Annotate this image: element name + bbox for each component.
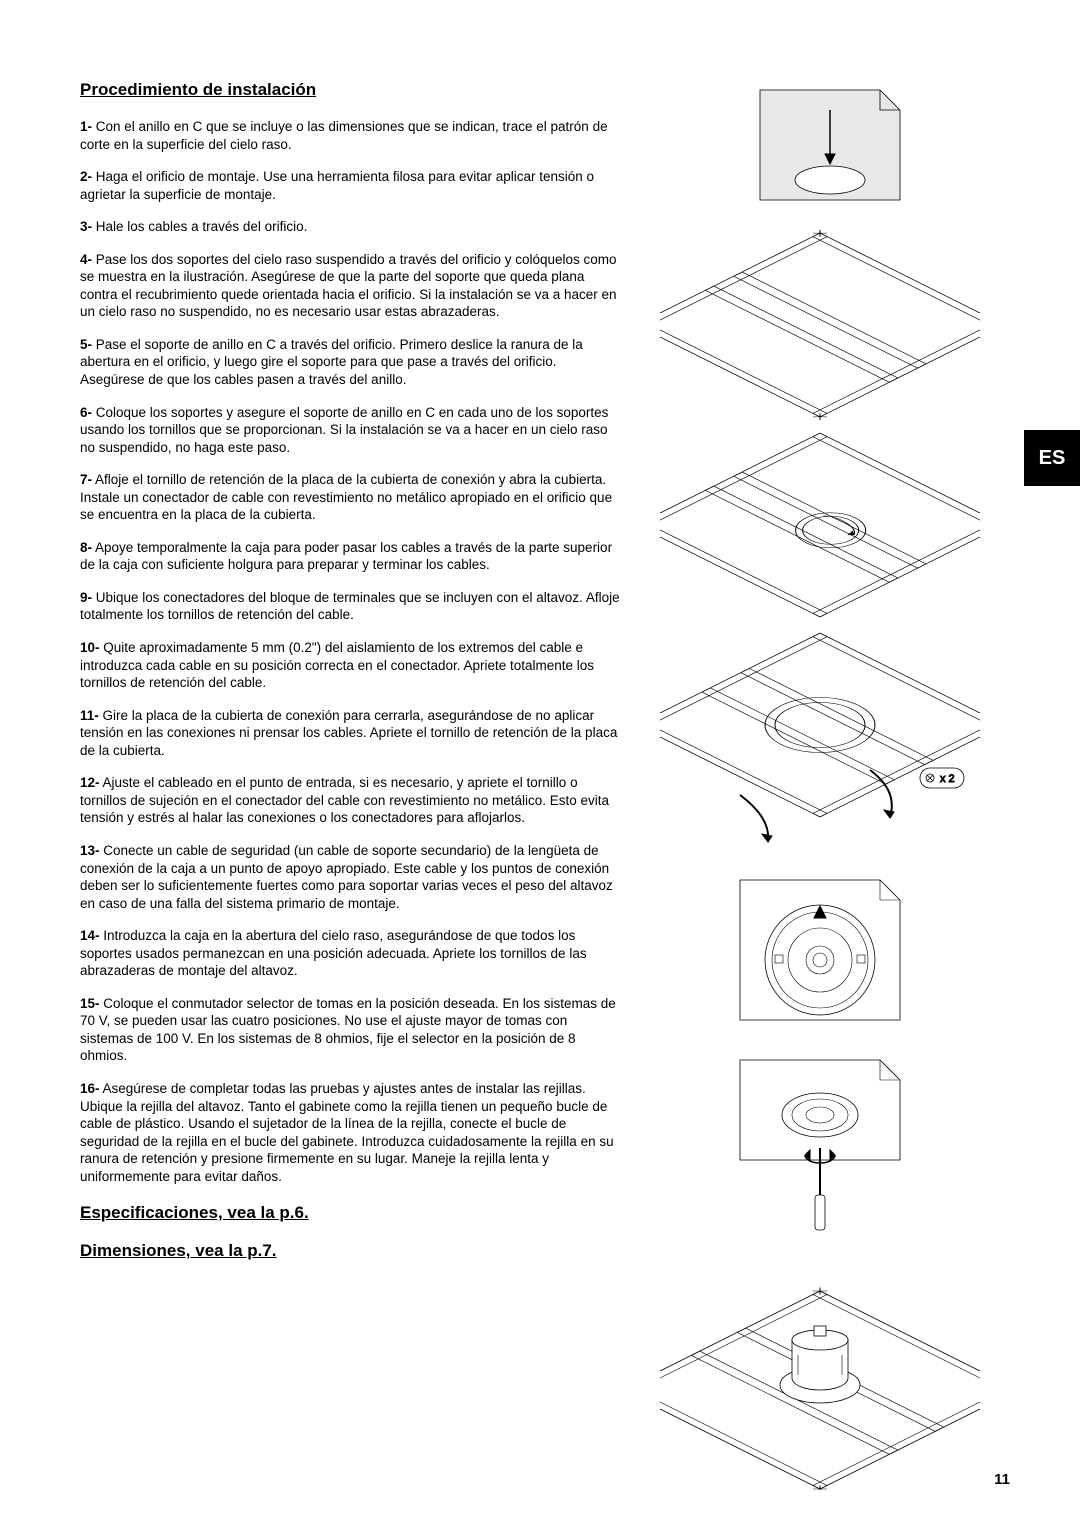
step-10-text: Quite aproximadamente 5 mm (0.2") del ai…: [80, 640, 594, 690]
step-1-text: Con el anillo en C que se incluye o las …: [80, 119, 608, 152]
step-14-num: 14-: [80, 928, 100, 943]
diagram-tap-selector: [720, 1050, 920, 1250]
step-16-text: Asegúrese de completar todas las pruebas…: [80, 1081, 614, 1184]
diagram-brackets: [660, 230, 980, 420]
step-8-text: Apoye temporalmente la caja para poder p…: [80, 540, 612, 573]
step-11: 11- Gire la placa de la cubierta de cone…: [80, 707, 620, 760]
step-5-num: 5-: [80, 337, 92, 352]
diagram-installed: [660, 1260, 980, 1490]
heading-specs: Especificaciones, vea la p.6.: [80, 1203, 620, 1223]
step-7-num: 7-: [80, 472, 92, 487]
page-number: 11: [994, 1471, 1010, 1488]
step-16: 16- Asegúrese de completar todas las pru…: [80, 1080, 620, 1185]
step-6: 6- Coloque los soportes y asegure el sop…: [80, 404, 620, 457]
content-area: Procedimiento de instalación 1- Con el a…: [80, 80, 1010, 1490]
step-9-num: 9-: [80, 590, 92, 605]
language-tab: ES: [1024, 430, 1080, 486]
step-9: 9- Ubique los conectadores del bloque de…: [80, 589, 620, 624]
step-13-text: Conecte un cable de seguridad (un cable …: [80, 843, 613, 911]
step-4-text: Pase los dos soportes del cielo raso sus…: [80, 252, 617, 320]
heading-main: Procedimiento de instalación: [80, 80, 620, 100]
step-13: 13- Conecte un cable de seguridad (un ca…: [80, 842, 620, 912]
diagram-screw-brackets: x 2: [660, 630, 980, 860]
step-3-text: Hale los cables a través del orificio.: [92, 219, 307, 234]
step-6-text: Coloque los soportes y asegure el soport…: [80, 405, 608, 455]
step-11-num: 11-: [80, 708, 99, 723]
step-7: 7- Afloje el tornillo de retención de la…: [80, 471, 620, 524]
step-13-num: 13-: [80, 843, 100, 858]
step-12: 12- Ajuste el cableado en el punto de en…: [80, 774, 620, 827]
step-14: 14- Introduzca la caja en la abertura de…: [80, 927, 620, 980]
step-4: 4- Pase los dos soportes del cielo raso …: [80, 251, 620, 321]
step-3: 3- Hale los cables a través del orificio…: [80, 218, 620, 236]
step-3-num: 3-: [80, 219, 92, 234]
step-5-text: Pase el soporte de anillo en C a través …: [80, 337, 583, 387]
step-12-num: 12-: [80, 775, 100, 790]
step-10-num: 10-: [80, 640, 100, 655]
step-8: 8- Apoye temporalmente la caja para pode…: [80, 539, 620, 574]
step-1: 1- Con el anillo en C que se incluye o l…: [80, 118, 620, 153]
step-14-text: Introduzca la caja en la abertura del ci…: [80, 928, 587, 978]
step-11-text: Gire la placa de la cubierta de conexión…: [80, 708, 617, 758]
text-column: Procedimiento de instalación 1- Con el a…: [80, 80, 620, 1490]
step-15: 15- Coloque el conmutador selector de to…: [80, 995, 620, 1065]
diagram-speaker-front: [720, 870, 920, 1040]
step-5: 5- Pase el soporte de anillo en C a trav…: [80, 336, 620, 389]
step-8-num: 8-: [80, 540, 92, 555]
step-2-text: Haga el orificio de montaje. Use una her…: [80, 169, 594, 202]
heading-dims: Dimensiones, vea la p.7.: [80, 1241, 620, 1261]
step-12-text: Ajuste el cableado en el punto de entrad…: [80, 775, 609, 825]
step-2-num: 2-: [80, 169, 92, 184]
step-1-num: 1-: [80, 119, 92, 134]
step-4-num: 4-: [80, 252, 92, 267]
step-15-num: 15-: [80, 996, 100, 1011]
step-2: 2- Haga el orificio de montaje. Use una …: [80, 168, 620, 203]
screw-count-label: x 2: [940, 773, 955, 785]
step-9-text: Ubique los conectadores del bloque de te…: [80, 590, 620, 623]
diagram-c-ring: [660, 430, 980, 620]
step-7-text: Afloje el tornillo de retención de la pl…: [80, 472, 612, 522]
diagram-cut-pattern: [730, 80, 910, 220]
step-16-num: 16-: [80, 1081, 100, 1096]
step-15-text: Coloque el conmutador selector de tomas …: [80, 996, 616, 1064]
step-10: 10- Quite aproximadamente 5 mm (0.2") de…: [80, 639, 620, 692]
steps-container: 1- Con el anillo en C que se incluye o l…: [80, 118, 620, 1185]
step-6-num: 6-: [80, 405, 92, 420]
diagram-column: x 2: [650, 80, 990, 1490]
